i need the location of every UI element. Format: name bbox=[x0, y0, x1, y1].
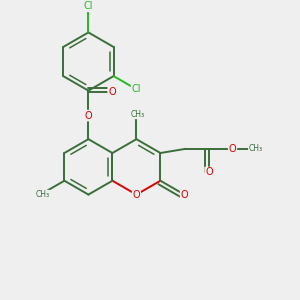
Text: CH₃: CH₃ bbox=[131, 110, 145, 118]
Text: O: O bbox=[181, 190, 188, 200]
Text: Cl: Cl bbox=[131, 84, 141, 94]
Text: O: O bbox=[133, 190, 140, 200]
Text: CH₃: CH₃ bbox=[35, 190, 50, 200]
Text: Cl: Cl bbox=[84, 1, 93, 11]
Text: O: O bbox=[229, 144, 236, 154]
Text: O: O bbox=[85, 111, 92, 121]
Text: O: O bbox=[205, 167, 213, 177]
Text: O: O bbox=[108, 87, 116, 97]
Text: CH₃: CH₃ bbox=[249, 144, 263, 153]
